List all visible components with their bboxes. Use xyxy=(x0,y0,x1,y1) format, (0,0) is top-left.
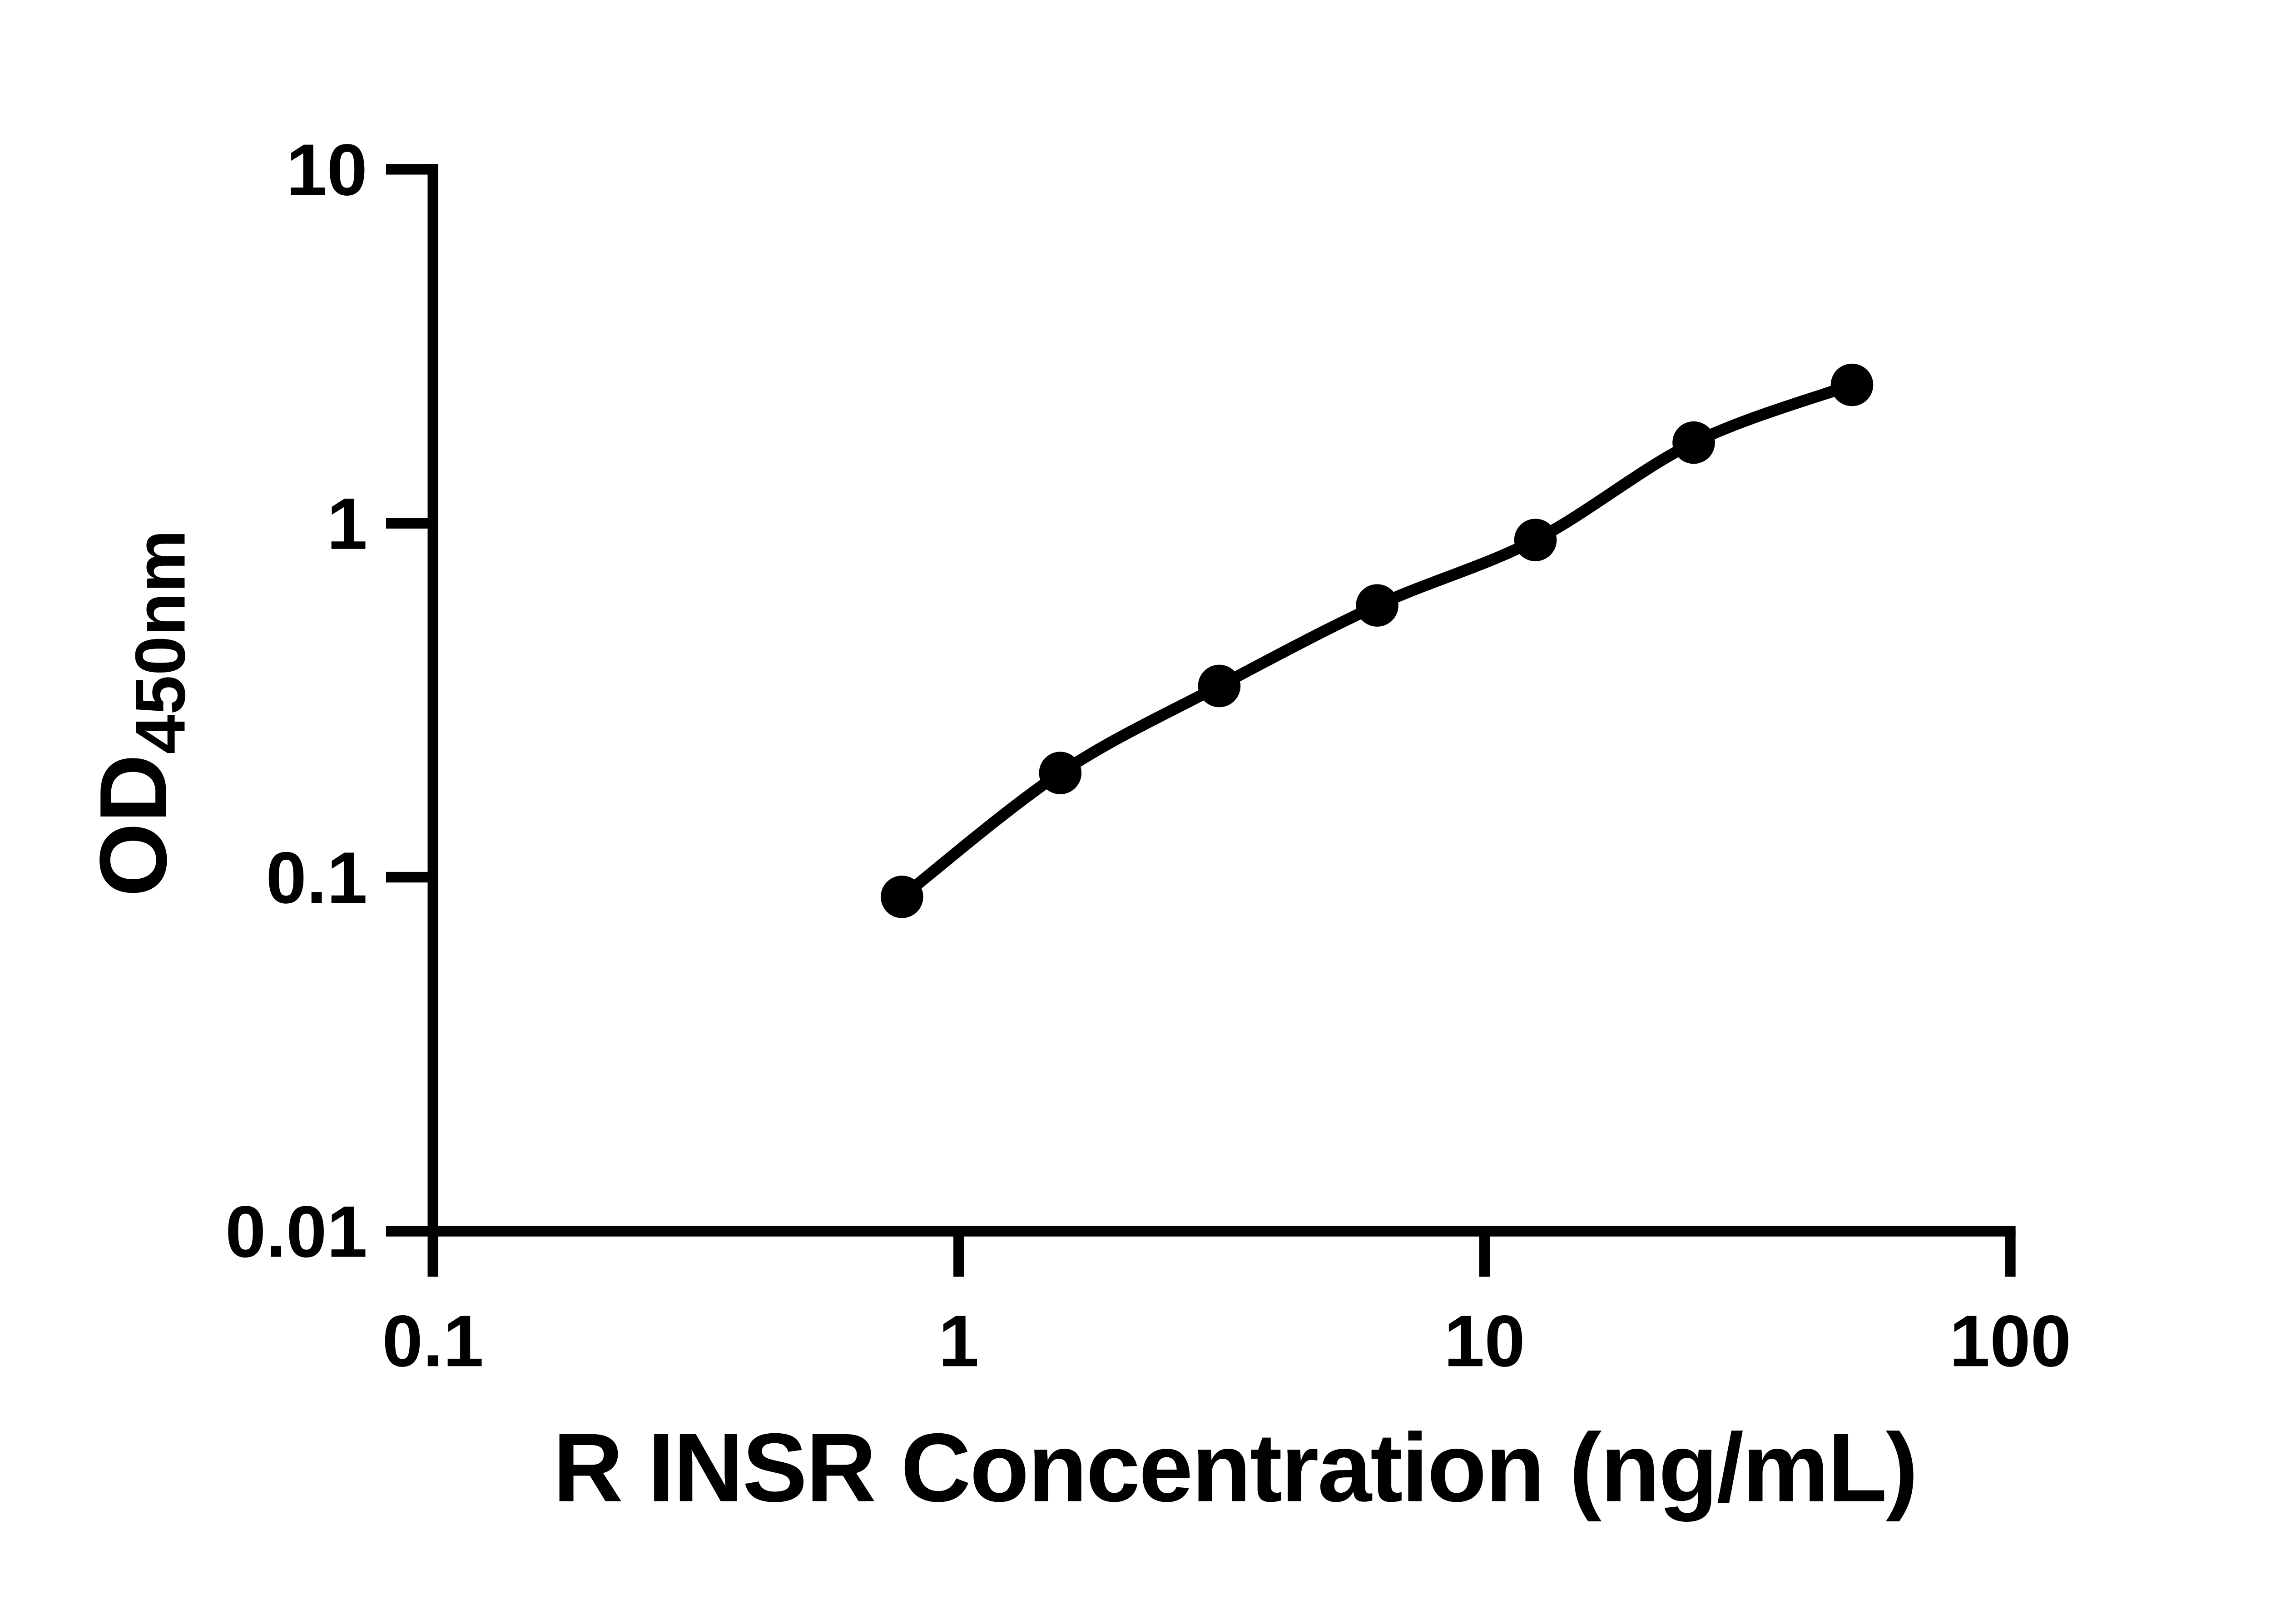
figure-background xyxy=(0,20,2271,1604)
y-tick-label: 0.01 xyxy=(225,1191,367,1273)
y-tick-label: 0.1 xyxy=(266,837,367,919)
x-tick-label: 100 xyxy=(1949,1300,2071,1382)
data-point-marker xyxy=(1514,519,1557,561)
data-point-marker xyxy=(881,876,923,918)
y-tick-label: 10 xyxy=(286,129,367,211)
y-axis-title: OD450nm xyxy=(80,530,200,896)
data-point-marker xyxy=(1672,421,1715,464)
x-axis-title: R INSR Concentration (ng/mL) xyxy=(553,1414,1917,1522)
y-axis-title-subscript: 450nm xyxy=(121,530,200,754)
y-axis-title-main: OD xyxy=(80,754,186,897)
data-point-marker xyxy=(1830,363,1874,406)
x-tick-label: 1 xyxy=(938,1300,979,1382)
data-point-marker xyxy=(1198,664,1241,708)
data-point-marker xyxy=(1039,752,1082,794)
data-point-marker xyxy=(1356,584,1398,627)
x-tick-label: 10 xyxy=(1444,1300,1525,1382)
y-tick-label: 1 xyxy=(327,483,367,565)
x-tick-label: 0.1 xyxy=(382,1300,484,1382)
